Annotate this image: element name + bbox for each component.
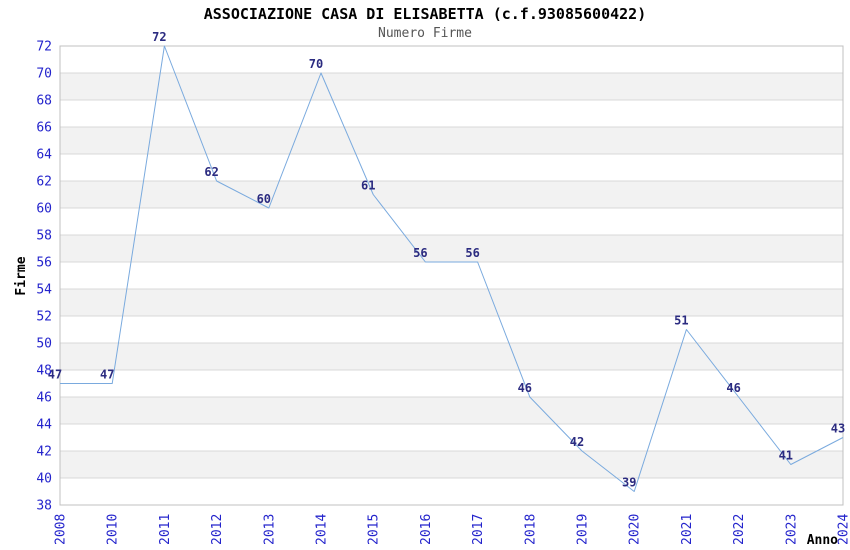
x-tick-label: 2022 <box>732 514 747 545</box>
y-tick-label: 62 <box>36 175 52 190</box>
x-tick-label: 2013 <box>262 514 277 545</box>
y-tick-label: 70 <box>36 67 52 82</box>
value-label: 61 <box>361 179 375 193</box>
value-label: 70 <box>309 57 323 71</box>
y-tick-label: 44 <box>36 418 52 433</box>
band <box>60 181 843 208</box>
y-tick-label: 48 <box>36 364 52 379</box>
value-label: 62 <box>204 165 218 179</box>
band <box>60 235 843 262</box>
x-tick-label: 2008 <box>54 514 69 545</box>
value-label: 51 <box>674 314 688 328</box>
y-tick-label: 56 <box>36 256 52 271</box>
y-tick-label: 68 <box>36 94 52 109</box>
x-tick-label: 2016 <box>419 514 434 545</box>
x-tick-label: 2015 <box>367 514 382 545</box>
value-label: 60 <box>257 192 271 206</box>
y-tick-label: 58 <box>36 229 52 244</box>
x-tick-label: 2019 <box>576 514 591 545</box>
band <box>60 343 843 370</box>
y-tick-label: 66 <box>36 121 52 136</box>
y-tick-label: 50 <box>36 337 52 352</box>
x-tick-label: 2023 <box>784 514 799 545</box>
chart-subtitle: Numero Firme <box>378 26 472 41</box>
value-label: 47 <box>100 368 114 382</box>
y-tick-label: 60 <box>36 202 52 217</box>
y-tick-label: 52 <box>36 310 52 325</box>
y-tick-label: 42 <box>36 445 52 460</box>
band <box>60 127 843 154</box>
band <box>60 451 843 478</box>
x-tick-label: 2020 <box>628 514 643 545</box>
x-tick-label: 2014 <box>315 514 330 545</box>
y-tick-label: 64 <box>36 148 52 163</box>
value-label: 46 <box>726 381 740 395</box>
value-label: 56 <box>465 246 479 260</box>
value-label: 47 <box>48 368 62 382</box>
y-tick-label: 54 <box>36 283 52 298</box>
chart-title: ASSOCIAZIONE CASA DI ELISABETTA (c.f.930… <box>203 5 647 23</box>
y-tick-label: 38 <box>36 499 52 514</box>
x-tick-label: 2018 <box>523 514 538 545</box>
data-line <box>60 45 844 492</box>
value-label: 46 <box>518 381 532 395</box>
x-tick-label: 2021 <box>680 514 695 545</box>
x-tick-label: 2010 <box>106 514 121 545</box>
band <box>60 289 843 316</box>
value-label: 39 <box>622 476 636 490</box>
band <box>60 73 843 100</box>
band <box>60 397 843 424</box>
value-label: 72 <box>152 30 166 44</box>
x-tick-label: 2017 <box>471 514 486 545</box>
x-tick-label: 2012 <box>210 514 225 545</box>
x-axis-title: Anno <box>807 533 838 548</box>
value-label: 42 <box>570 435 584 449</box>
plot-border <box>59 45 844 506</box>
y-tick-label: 72 <box>36 40 52 55</box>
y-tick-label: 40 <box>36 472 52 487</box>
y-axis-title: Firme <box>14 256 29 295</box>
value-label: 56 <box>413 246 427 260</box>
x-tick-label: 2024 <box>837 514 850 545</box>
x-tick-label: 2011 <box>158 514 173 545</box>
y-tick-label: 46 <box>36 391 52 406</box>
value-label: 41 <box>779 449 793 463</box>
value-label: 43 <box>831 422 845 436</box>
